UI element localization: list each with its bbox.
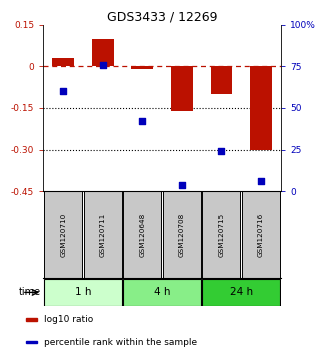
Point	[140, 119, 145, 124]
Bar	[171, 67, 193, 111]
Point	[100, 62, 105, 68]
Text: GSM120711: GSM120711	[100, 212, 106, 257]
Text: time: time	[19, 287, 41, 297]
Bar	[163, 191, 201, 278]
Text: GSM120710: GSM120710	[60, 212, 66, 257]
Text: 4 h: 4 h	[154, 287, 170, 297]
Bar	[203, 279, 280, 306]
Bar	[44, 191, 82, 278]
Point	[219, 148, 224, 154]
Point	[258, 178, 264, 184]
Text: percentile rank within the sample: percentile rank within the sample	[44, 338, 197, 347]
Bar	[44, 279, 122, 306]
Point	[179, 182, 185, 187]
Title: GDS3433 / 12269: GDS3433 / 12269	[107, 11, 217, 24]
Bar	[242, 191, 280, 278]
Text: 1 h: 1 h	[75, 287, 91, 297]
Text: 24 h: 24 h	[230, 287, 253, 297]
Text: GSM120708: GSM120708	[179, 212, 185, 257]
Bar	[26, 318, 37, 321]
Bar	[211, 67, 232, 94]
Bar	[203, 191, 240, 278]
Bar	[250, 67, 272, 149]
Point	[61, 88, 66, 94]
Bar	[131, 67, 153, 69]
Bar	[26, 341, 37, 343]
Text: GSM120716: GSM120716	[258, 212, 264, 257]
Text: log10 ratio: log10 ratio	[44, 315, 93, 324]
Bar	[92, 39, 114, 67]
Bar	[52, 58, 74, 67]
Bar	[123, 191, 161, 278]
Bar	[84, 191, 122, 278]
Text: GSM120648: GSM120648	[139, 212, 145, 257]
Text: GSM120715: GSM120715	[219, 212, 224, 257]
Bar	[123, 279, 201, 306]
